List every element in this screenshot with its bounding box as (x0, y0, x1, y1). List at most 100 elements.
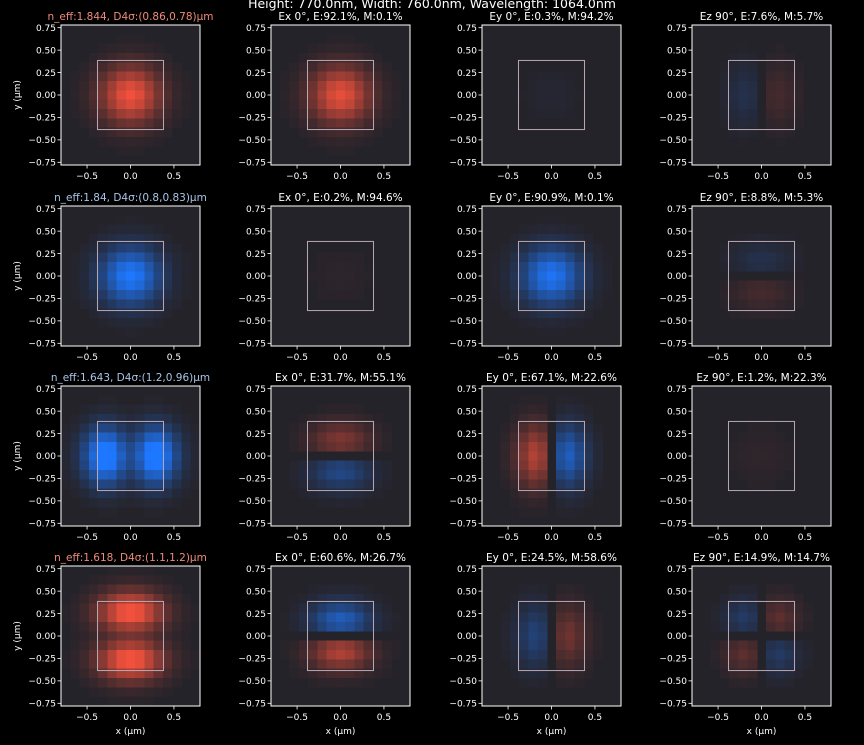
heatmap-cell (593, 262, 603, 272)
heatmap-cell (738, 442, 748, 452)
heatmap-cell (326, 62, 337, 73)
y-tick-label: 0.50 (667, 227, 687, 237)
heatmap-cell (181, 622, 192, 632)
heatmap-cell (583, 442, 594, 452)
heatmap-cell (144, 299, 155, 310)
heatmap-cell (354, 252, 365, 263)
heatmap-cell (556, 71, 566, 82)
heatmap-cell (125, 622, 136, 632)
heatmap-cell (98, 594, 108, 604)
heatmap-cell (775, 71, 786, 82)
heatmap-cell (719, 243, 730, 254)
x-tick-label: 0.5 (798, 533, 812, 543)
heatmap-cell (88, 280, 99, 291)
heatmap-cell (335, 442, 346, 452)
y-tick-label: −0.75 (659, 520, 687, 530)
y-tick-label: −0.75 (238, 520, 266, 530)
heatmap-cell (784, 90, 795, 101)
heatmap-cell (125, 687, 136, 698)
heatmap-cell (345, 262, 355, 272)
y-tick-label: 0.75 (246, 385, 266, 395)
heatmap-cell (172, 118, 182, 129)
heatmap-cell (738, 62, 748, 73)
heatmap-cell (519, 603, 529, 614)
x-axis-label: x (μm) (747, 727, 777, 737)
heatmap-cell (509, 252, 520, 263)
heatmap-cell (88, 460, 99, 471)
heatmap-cell (784, 678, 795, 688)
heatmap-cell (125, 224, 136, 235)
panel-r3-c4: −0.5 0.0 0.50.750.500.250.00−0.25−0.50−0.7… (659, 372, 832, 543)
heatmap-cell (372, 414, 383, 424)
x-tick-label: −0.5 (76, 713, 98, 723)
heatmap-cell (280, 109, 290, 119)
heatmap-cell (298, 53, 309, 63)
heatmap-cell (345, 650, 355, 660)
heatmap-cell (519, 404, 529, 415)
heatmap-cell (537, 262, 548, 272)
heatmap-cell (537, 442, 548, 452)
heatmap-cell (79, 498, 90, 508)
y-tick-label: −0.25 (238, 114, 266, 124)
heatmap-cell (719, 71, 730, 82)
heatmap-cell (326, 584, 337, 595)
heatmap-cell (88, 81, 99, 91)
heatmap-cells (710, 584, 813, 688)
heatmap-cell (181, 109, 192, 119)
heatmap-cell (107, 81, 117, 91)
heatmap-cell (125, 252, 136, 263)
y-tick-label: 0.25 (457, 69, 477, 79)
heatmap-cell (326, 668, 337, 679)
heatmap-cells (280, 584, 402, 688)
heatmap-cell (335, 432, 346, 443)
heatmap-cell (308, 71, 318, 82)
heatmap-cell (509, 640, 520, 651)
heatmap-cell (747, 460, 758, 471)
heatmap-cell (747, 423, 758, 434)
y-tick-label: 0.75 (457, 565, 477, 575)
heatmap-cell (135, 594, 145, 604)
heatmap-cell (79, 432, 90, 443)
heatmap-cell (172, 299, 182, 310)
heatmap-cell (729, 460, 739, 471)
heatmap-cell (98, 668, 108, 679)
heatmap-cell (298, 127, 309, 138)
heatmap-cell (153, 81, 164, 91)
heatmap-cell (172, 442, 182, 452)
heatmap-cell (574, 308, 585, 319)
heatmap-cell (593, 243, 603, 254)
heatmap-cell (500, 451, 511, 462)
x-axis-label: x (μm) (116, 727, 146, 737)
heatmap-cell (308, 81, 318, 91)
heatmap-cell (738, 470, 748, 480)
heatmap-cell (125, 90, 136, 101)
heatmap-cell (528, 470, 538, 480)
heatmap-cell (181, 603, 192, 614)
heatmap-cell (500, 622, 511, 632)
heatmap-cell (537, 299, 548, 310)
heatmap-cell (107, 90, 117, 101)
heatmap-cell (509, 234, 520, 244)
heatmap-cell (803, 603, 813, 614)
heatmap-cell (345, 90, 355, 101)
heatmap-cell (162, 678, 173, 688)
heatmap-cell (382, 603, 392, 614)
heatmap-cell (775, 622, 786, 632)
heatmap-cell (491, 271, 501, 282)
heatmap-cell (135, 414, 145, 424)
heatmap-cell (363, 53, 374, 63)
heatmap-cell (528, 603, 538, 614)
heatmap-cell (519, 318, 529, 328)
heatmap-cell (537, 668, 548, 679)
heatmap-cell (565, 224, 576, 235)
heatmap-cell (79, 479, 90, 490)
heatmap-cell (602, 280, 613, 291)
heatmap-cell (135, 118, 145, 129)
heatmap-cell (125, 262, 136, 272)
heatmap-cell (317, 640, 327, 651)
heatmap-cell (756, 308, 767, 319)
heatmap-cell (125, 404, 136, 415)
heatmap-cell (298, 612, 309, 623)
heatmap-cell (546, 81, 557, 91)
heatmap-cell (574, 668, 585, 679)
